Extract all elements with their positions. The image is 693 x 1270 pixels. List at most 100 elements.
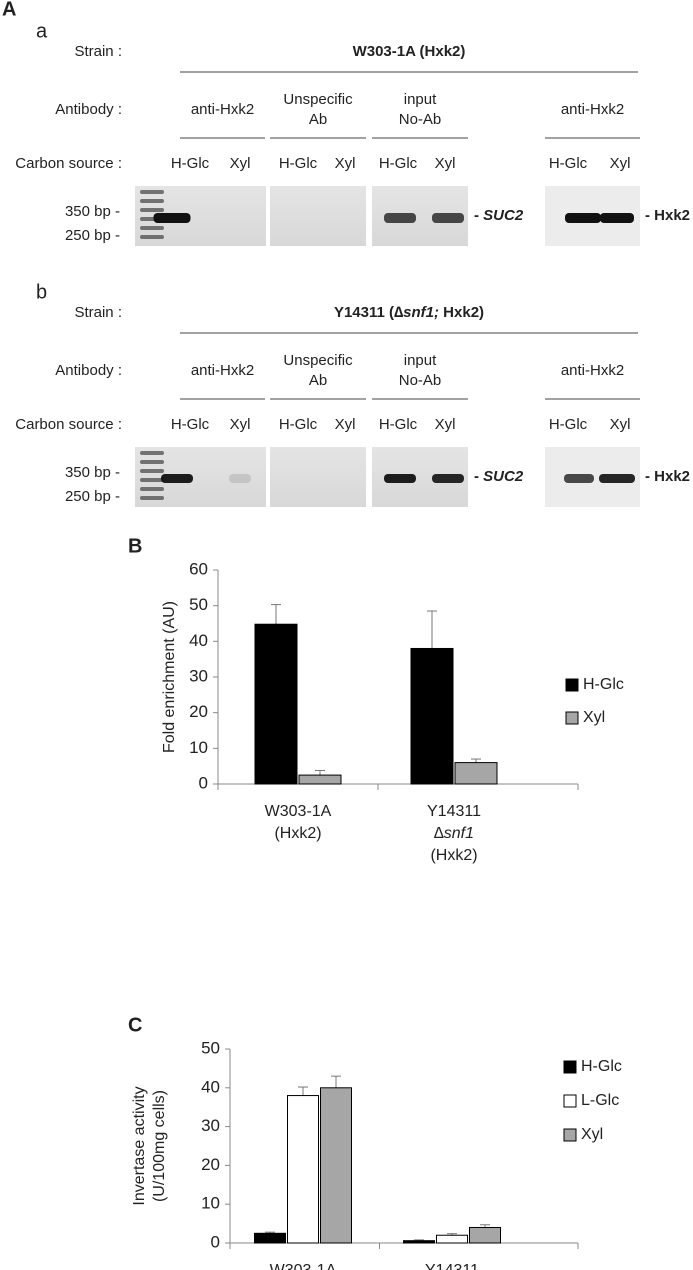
antibody: No-Ab (399, 111, 442, 128)
y-axis-label: (U/100mg cells) (151, 1090, 168, 1202)
strain: Y14311 (∆snf1; Hxk2) (334, 304, 484, 321)
row-label: Carbon source : (15, 155, 122, 172)
marker-label: 350 bp - (65, 464, 120, 481)
x-tick-label: Y14311 (425, 1262, 479, 1270)
antibody: anti-Hxk2 (191, 362, 254, 379)
antibody: Unspecific (283, 352, 353, 369)
gel (270, 447, 366, 507)
ladder-band (140, 487, 164, 491)
band (565, 213, 601, 223)
carbon: Xyl (230, 416, 251, 433)
strain-part: W303-1A (Hxk2) (353, 43, 466, 60)
row-label: Strain : (74, 43, 122, 60)
row-label: Antibody : (55, 101, 122, 118)
antibody: input (404, 91, 437, 108)
y-axis-label: Fold enrichment (AU) (161, 601, 178, 753)
antibody: anti-Hxk2 (561, 101, 624, 118)
gene-prefix: - (474, 207, 483, 224)
ladder-band (140, 496, 164, 500)
band (161, 474, 193, 483)
y-tick-label: 0 (199, 773, 208, 792)
y-tick-label: 20 (189, 702, 208, 721)
carbon: H-Glc (171, 155, 210, 172)
carbon: Xyl (435, 155, 456, 172)
x-tick-label: ∆snf1 (434, 825, 474, 842)
carbon: Xyl (610, 155, 631, 172)
gene-label: - SUC2 (474, 468, 524, 485)
protein-label: - Hxk2 (645, 207, 690, 224)
bar (287, 1095, 319, 1244)
panel-label: A (2, 0, 16, 20)
antibody: Unspecific (283, 91, 353, 108)
gene: SUC2 (483, 468, 524, 485)
bar (320, 1087, 352, 1244)
carbon: Xyl (230, 155, 251, 172)
carbon: Xyl (335, 155, 356, 172)
x-tick-label: (Hxk2) (430, 847, 477, 864)
band (384, 474, 416, 483)
marker-label: 350 bp - (65, 203, 120, 220)
panel-label: C (128, 1014, 142, 1036)
antibody: Ab (309, 372, 327, 389)
x-tick-label: W303-1A (265, 803, 332, 820)
legend-swatch (563, 1128, 577, 1142)
marker-label: 250 bp - (65, 227, 120, 244)
antibody: anti-Hxk2 (561, 362, 624, 379)
carbon: H-Glc (379, 416, 418, 433)
y-tick-label: 50 (189, 595, 208, 614)
bar (410, 647, 454, 785)
y-tick-label: 20 (201, 1155, 220, 1174)
carbon: H-Glc (549, 416, 588, 433)
carbon: Xyl (335, 416, 356, 433)
band (229, 474, 251, 483)
ladder-band (140, 460, 164, 464)
ladder-band (140, 451, 164, 455)
band (153, 213, 191, 223)
carbon: Xyl (435, 416, 456, 433)
y-tick-label: 0 (211, 1232, 220, 1251)
y-tick-label: 50 (201, 1038, 220, 1057)
y-tick-label: 10 (189, 738, 208, 757)
band (600, 213, 634, 223)
antibody: input (404, 352, 437, 369)
antibody: Ab (309, 111, 327, 128)
x-tick-label: Y14311 (427, 803, 481, 820)
y-tick-label: 10 (201, 1194, 220, 1213)
marker-label: 250 bp - (65, 488, 120, 505)
legend-swatch (563, 1060, 577, 1074)
x-tick-label: W303-1A (270, 1262, 337, 1270)
y-tick-label: 60 (189, 559, 208, 578)
legend-swatch (563, 1094, 577, 1108)
ladder-band (140, 469, 164, 473)
bar (254, 623, 298, 785)
bar (403, 1240, 435, 1244)
antibody: No-Ab (399, 372, 442, 389)
panel-label: B (128, 535, 142, 557)
band (432, 474, 464, 483)
bar (298, 774, 342, 785)
y-tick-label: 40 (201, 1077, 220, 1096)
carbon: Xyl (610, 416, 631, 433)
antibody: anti-Hxk2 (191, 101, 254, 118)
ladder-band (140, 190, 164, 194)
subpanel-label: b (36, 281, 47, 303)
ladder-band (140, 208, 164, 212)
gene-label: - SUC2 (474, 207, 524, 224)
carbon: H-Glc (279, 416, 318, 433)
legend-label: H-Glc (581, 1058, 622, 1075)
strain-part: ∆snf1; (394, 304, 439, 321)
y-axis-label: Invertase activity (131, 1086, 148, 1205)
protein-label: - Hxk2 (645, 468, 690, 485)
bar (454, 762, 498, 785)
row-label: Antibody : (55, 362, 122, 379)
ladder-band (140, 226, 164, 230)
carbon: H-Glc (379, 155, 418, 172)
legend-swatch (565, 711, 579, 725)
band (564, 474, 594, 483)
carbon: H-Glc (279, 155, 318, 172)
y-tick-label: 30 (201, 1116, 220, 1135)
carbon: H-Glc (171, 416, 210, 433)
bar (469, 1226, 501, 1244)
gene-prefix: - (474, 468, 483, 485)
